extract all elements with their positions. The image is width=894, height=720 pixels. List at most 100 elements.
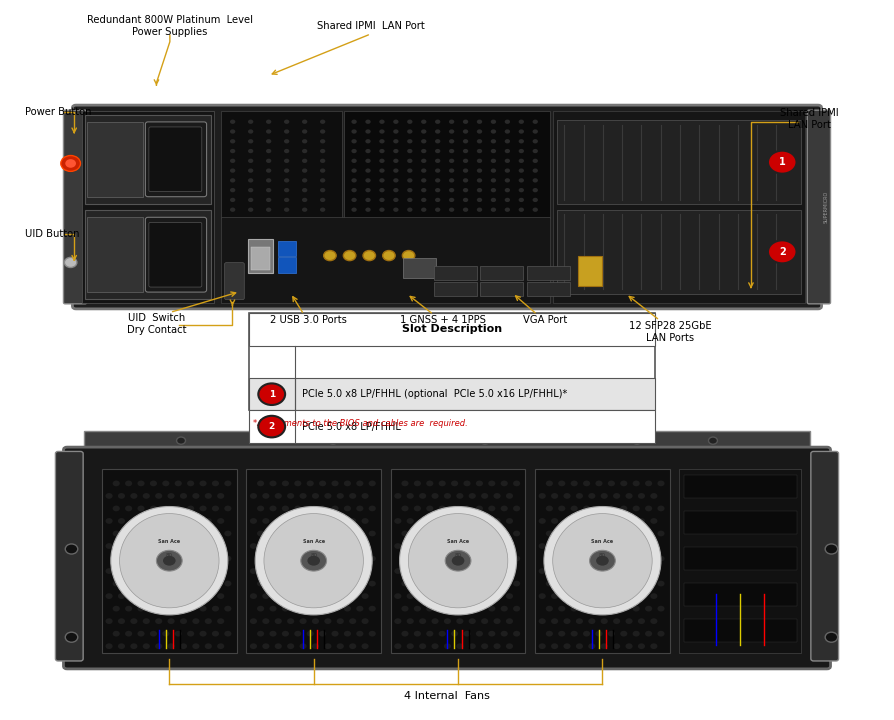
- Circle shape: [332, 480, 339, 486]
- Circle shape: [407, 139, 412, 143]
- FancyBboxPatch shape: [146, 122, 207, 197]
- Circle shape: [608, 480, 615, 486]
- Text: VGA Port: VGA Port: [523, 315, 568, 325]
- Circle shape: [608, 606, 615, 611]
- Circle shape: [257, 631, 265, 636]
- Circle shape: [368, 556, 375, 562]
- Circle shape: [138, 531, 145, 536]
- Circle shape: [620, 505, 628, 511]
- Circle shape: [393, 198, 399, 202]
- Circle shape: [419, 593, 426, 599]
- Circle shape: [583, 606, 590, 611]
- Circle shape: [332, 631, 339, 636]
- Circle shape: [192, 568, 199, 574]
- Circle shape: [319, 531, 326, 536]
- Circle shape: [224, 581, 232, 587]
- Circle shape: [125, 531, 132, 536]
- Circle shape: [488, 480, 495, 486]
- Circle shape: [477, 149, 482, 153]
- Circle shape: [249, 618, 257, 624]
- Circle shape: [150, 480, 157, 486]
- Circle shape: [287, 568, 294, 574]
- Circle shape: [307, 581, 314, 587]
- Circle shape: [432, 568, 439, 574]
- Ellipse shape: [120, 513, 219, 608]
- Circle shape: [284, 158, 290, 163]
- Circle shape: [491, 120, 496, 124]
- Circle shape: [257, 531, 265, 536]
- Circle shape: [620, 480, 628, 486]
- Circle shape: [379, 198, 384, 202]
- Circle shape: [262, 644, 269, 649]
- Circle shape: [477, 188, 482, 192]
- FancyBboxPatch shape: [149, 222, 202, 287]
- Ellipse shape: [552, 513, 653, 608]
- Circle shape: [545, 581, 552, 587]
- Circle shape: [401, 581, 409, 587]
- Circle shape: [626, 568, 633, 574]
- Circle shape: [294, 480, 301, 486]
- Circle shape: [551, 644, 558, 649]
- Circle shape: [266, 139, 272, 143]
- Circle shape: [174, 606, 181, 611]
- Circle shape: [476, 581, 483, 587]
- Circle shape: [650, 518, 657, 524]
- Circle shape: [394, 543, 401, 549]
- Circle shape: [533, 179, 538, 183]
- Ellipse shape: [409, 513, 508, 608]
- Circle shape: [402, 251, 415, 261]
- Circle shape: [266, 179, 272, 183]
- Circle shape: [150, 631, 157, 636]
- Circle shape: [476, 556, 483, 562]
- Circle shape: [481, 644, 488, 649]
- Circle shape: [307, 505, 314, 511]
- Circle shape: [449, 198, 454, 202]
- Circle shape: [174, 480, 181, 486]
- Circle shape: [563, 518, 570, 524]
- Circle shape: [620, 556, 628, 562]
- Circle shape: [443, 568, 451, 574]
- Circle shape: [248, 139, 253, 143]
- Circle shape: [351, 139, 357, 143]
- Circle shape: [312, 518, 319, 524]
- Circle shape: [269, 480, 276, 486]
- Circle shape: [407, 188, 412, 192]
- Circle shape: [570, 531, 578, 536]
- Circle shape: [477, 168, 482, 173]
- Circle shape: [118, 644, 125, 649]
- Circle shape: [449, 120, 454, 124]
- Circle shape: [608, 505, 615, 511]
- Circle shape: [138, 631, 145, 636]
- Circle shape: [657, 631, 664, 636]
- Circle shape: [443, 543, 451, 549]
- Circle shape: [493, 618, 501, 624]
- Circle shape: [393, 120, 399, 124]
- Circle shape: [633, 531, 640, 536]
- Circle shape: [463, 139, 468, 143]
- Circle shape: [205, 518, 212, 524]
- Circle shape: [538, 543, 545, 549]
- Circle shape: [768, 240, 797, 264]
- Circle shape: [167, 493, 174, 499]
- Circle shape: [174, 556, 181, 562]
- Circle shape: [163, 505, 170, 511]
- Circle shape: [545, 531, 552, 536]
- Circle shape: [320, 139, 325, 143]
- Circle shape: [332, 606, 339, 611]
- Circle shape: [558, 631, 565, 636]
- Circle shape: [349, 644, 356, 649]
- Circle shape: [445, 550, 471, 571]
- Circle shape: [192, 493, 199, 499]
- Circle shape: [217, 593, 224, 599]
- Circle shape: [258, 383, 285, 405]
- Circle shape: [118, 618, 125, 624]
- Circle shape: [307, 556, 314, 562]
- Circle shape: [319, 505, 326, 511]
- FancyBboxPatch shape: [221, 112, 342, 217]
- Circle shape: [519, 207, 524, 212]
- Circle shape: [143, 543, 150, 549]
- Circle shape: [363, 251, 375, 261]
- Circle shape: [626, 618, 633, 624]
- Circle shape: [393, 168, 399, 173]
- Circle shape: [320, 207, 325, 212]
